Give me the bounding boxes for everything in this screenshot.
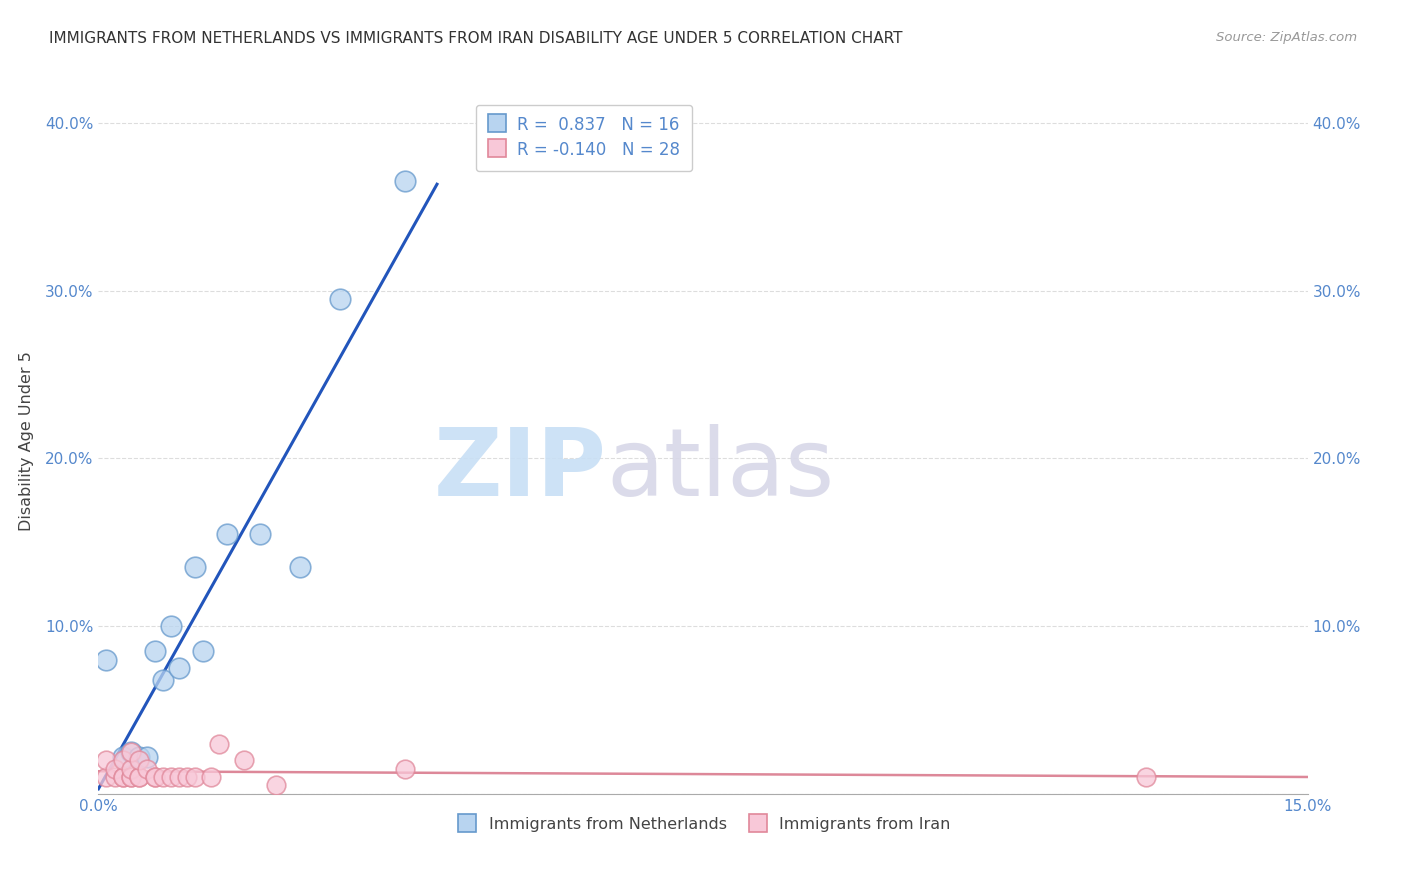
Point	[329, 292, 352, 306]
Point	[103, 770, 125, 784]
Point	[160, 619, 183, 633]
Point	[128, 753, 150, 767]
Text: ZIP: ZIP	[433, 424, 606, 516]
Point	[143, 770, 166, 784]
Point	[249, 526, 271, 541]
Point	[120, 745, 142, 759]
Point	[120, 762, 142, 776]
Point	[394, 174, 416, 188]
Point	[1135, 770, 1157, 784]
Point	[128, 770, 150, 784]
Point	[193, 644, 215, 658]
Point	[111, 770, 134, 784]
Point	[111, 770, 134, 784]
Point	[96, 753, 118, 767]
Text: Source: ZipAtlas.com: Source: ZipAtlas.com	[1216, 31, 1357, 45]
Point	[135, 750, 157, 764]
Point	[120, 770, 142, 784]
Point	[264, 779, 287, 793]
Point	[184, 770, 207, 784]
Point	[200, 770, 222, 784]
Point	[111, 753, 134, 767]
Text: IMMIGRANTS FROM NETHERLANDS VS IMMIGRANTS FROM IRAN DISABILITY AGE UNDER 5 CORRE: IMMIGRANTS FROM NETHERLANDS VS IMMIGRANT…	[49, 31, 903, 46]
Point	[160, 770, 183, 784]
Point	[143, 644, 166, 658]
Point	[120, 745, 142, 759]
Point	[152, 673, 174, 687]
Point	[120, 770, 142, 784]
Point	[143, 770, 166, 784]
Point	[128, 750, 150, 764]
Point	[288, 560, 311, 574]
Point	[184, 560, 207, 574]
Point	[167, 661, 190, 675]
Legend: Immigrants from Netherlands, Immigrants from Iran: Immigrants from Netherlands, Immigrants …	[449, 809, 957, 838]
Point	[135, 762, 157, 776]
Point	[96, 770, 118, 784]
Point	[176, 770, 198, 784]
Point	[208, 737, 231, 751]
Point	[232, 753, 254, 767]
Point	[394, 762, 416, 776]
Point	[111, 750, 134, 764]
Point	[103, 762, 125, 776]
Text: atlas: atlas	[606, 424, 835, 516]
Y-axis label: Disability Age Under 5: Disability Age Under 5	[18, 351, 34, 532]
Point	[152, 770, 174, 784]
Point	[167, 770, 190, 784]
Point	[96, 653, 118, 667]
Point	[128, 770, 150, 784]
Point	[217, 526, 239, 541]
